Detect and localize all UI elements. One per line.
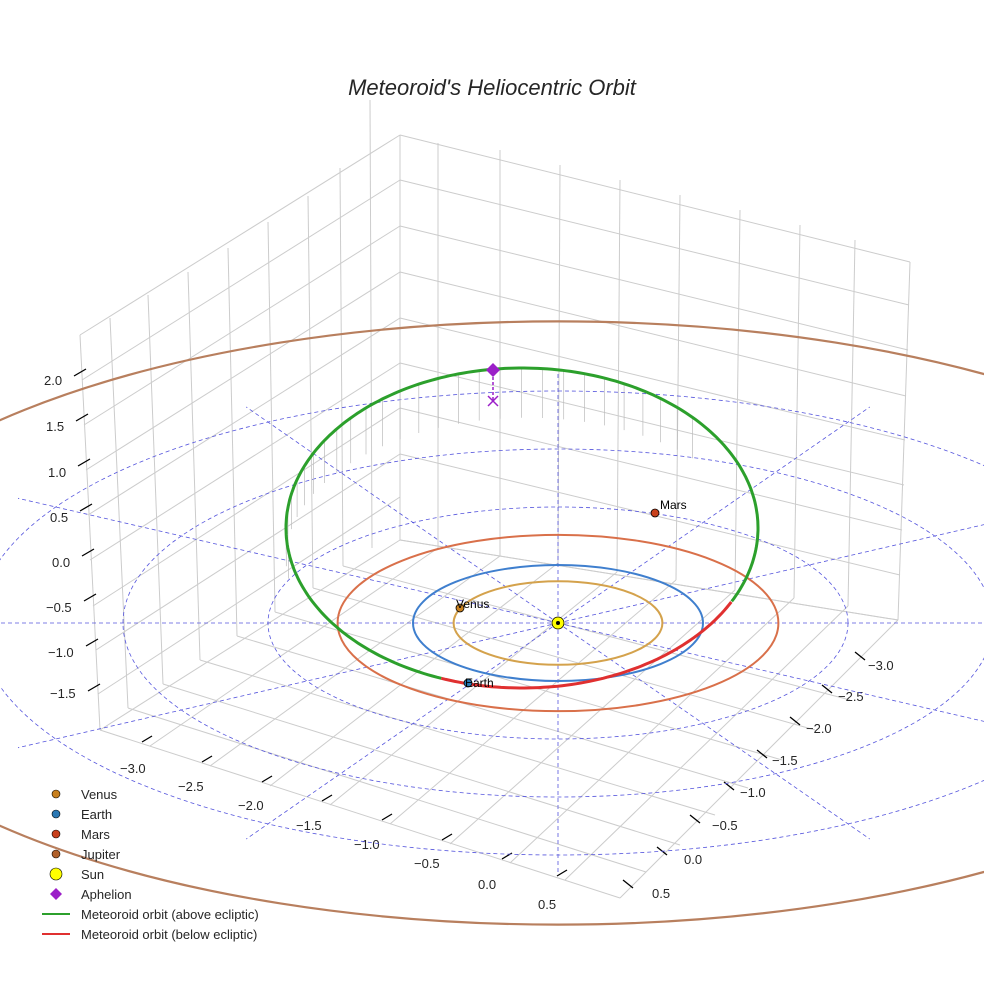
- earth-orbit: [412, 564, 704, 682]
- y-tick-label: −2.0: [806, 721, 832, 736]
- legend-label: Meteoroid orbit (above ecliptic): [81, 907, 259, 922]
- z-tick-label: 1.0: [48, 465, 66, 480]
- legend-dot-icon: [51, 809, 61, 819]
- ecliptic-spoke: [557, 524, 984, 624]
- ecliptic-spoke: [557, 622, 984, 722]
- z-tick-label: 0.5: [50, 510, 68, 525]
- sun-center: [556, 621, 560, 625]
- planet-markers: Venus Earth Mars: [455, 498, 687, 690]
- venus-orbit: [452, 580, 664, 666]
- y-tick-label: −3.0: [868, 658, 894, 673]
- z-tick-label: −1.5: [50, 686, 76, 701]
- jupiter-orbit: [0, 320, 984, 926]
- x-tick-labels: −3.0 −2.5 −2.0 −1.5 −1.0 −0.5 0.0 0.5: [120, 761, 556, 912]
- z-tick-label: −0.5: [46, 600, 72, 615]
- x-tick-label: 0.5: [538, 897, 556, 912]
- meteoroid-orbit-below: [440, 600, 733, 690]
- ecliptic-ring: [122, 448, 984, 798]
- mars-marker: [650, 508, 660, 518]
- mars-label: Mars: [660, 498, 687, 512]
- legend-dot-icon: [51, 829, 61, 839]
- z-tick-labels: 2.0 1.5 1.0 0.5 0.0 −0.5 −1.0 −1.5: [44, 373, 76, 701]
- x-tick-label: −3.0: [120, 761, 146, 776]
- ecliptic-spoke: [246, 622, 559, 840]
- legend-label: Jupiter: [81, 847, 121, 862]
- y-tick-label: −0.5: [712, 818, 738, 833]
- z-tick-label: −1.0: [48, 645, 74, 660]
- box-grid: [79, 99, 911, 899]
- aphelion-projection-marker: [487, 395, 499, 407]
- legend-entry: Venus: [51, 787, 118, 802]
- venus-marker: [455, 603, 465, 613]
- y-tick-label: 0.5: [652, 886, 670, 901]
- legend-entry: Meteoroid orbit (below ecliptic): [42, 927, 257, 942]
- legend-sun-icon: [49, 867, 63, 881]
- z-tick-label: 1.5: [46, 419, 64, 434]
- meteoroid-orbit-above: [284, 366, 760, 680]
- legend-entry: Aphelion: [50, 887, 132, 902]
- legend-label: Venus: [81, 787, 118, 802]
- legend-entry: Sun: [49, 867, 104, 882]
- legend-label: Sun: [81, 867, 104, 882]
- earth-marker: [463, 678, 473, 688]
- y-tick-label: 0.0: [684, 852, 702, 867]
- x-tick-label: 0.0: [478, 877, 496, 892]
- aphelion-group: [486, 363, 500, 407]
- y-tick-label: −2.5: [838, 689, 864, 704]
- mars-orbit: [336, 533, 780, 713]
- z-tick-label: 2.0: [44, 373, 62, 388]
- x-tick-label: −1.0: [354, 837, 380, 852]
- ecliptic-grid: [0, 373, 984, 873]
- ecliptic-spoke: [246, 406, 559, 624]
- legend-dot-icon: [51, 849, 61, 859]
- legend-label: Aphelion: [81, 887, 132, 902]
- y-tick-label: −1.5: [772, 753, 798, 768]
- earth-label: Earth: [465, 676, 494, 690]
- y-tick-labels: −3.0 −2.5 −2.0 −1.5 −1.0 −0.5 0.0 0.5: [652, 658, 894, 901]
- x-tick-label: −1.5: [296, 818, 322, 833]
- legend-entry: Jupiter: [51, 847, 121, 862]
- legend-dot-icon: [51, 789, 61, 799]
- legend-label: Meteoroid orbit (below ecliptic): [81, 927, 257, 942]
- legend: Venus Earth Mars Jupiter Sun Aphelion Meteoroi…: [42, 787, 259, 942]
- x-tick-label: −2.0: [238, 798, 264, 813]
- legend-entry: Mars: [51, 827, 110, 842]
- planet-orbits: [0, 320, 984, 926]
- legend-entry: Earth: [51, 807, 112, 822]
- legend-entry: Meteoroid orbit (above ecliptic): [42, 907, 259, 922]
- x-tick-label: −2.5: [178, 779, 204, 794]
- venus-label: Venus: [456, 597, 489, 611]
- chart-title: Meteoroid's Heliocentric Orbit: [348, 75, 637, 100]
- y-tick-label: −1.0: [740, 785, 766, 800]
- legend-label: Mars: [81, 827, 110, 842]
- legend-label: Earth: [81, 807, 112, 822]
- aphelion-marker: [486, 363, 500, 377]
- meteoroid-drop-lines: [285, 368, 693, 579]
- x-tick-label: −0.5: [414, 856, 440, 871]
- z-tick-label: 0.0: [52, 555, 70, 570]
- legend-diamond-icon: [50, 888, 62, 900]
